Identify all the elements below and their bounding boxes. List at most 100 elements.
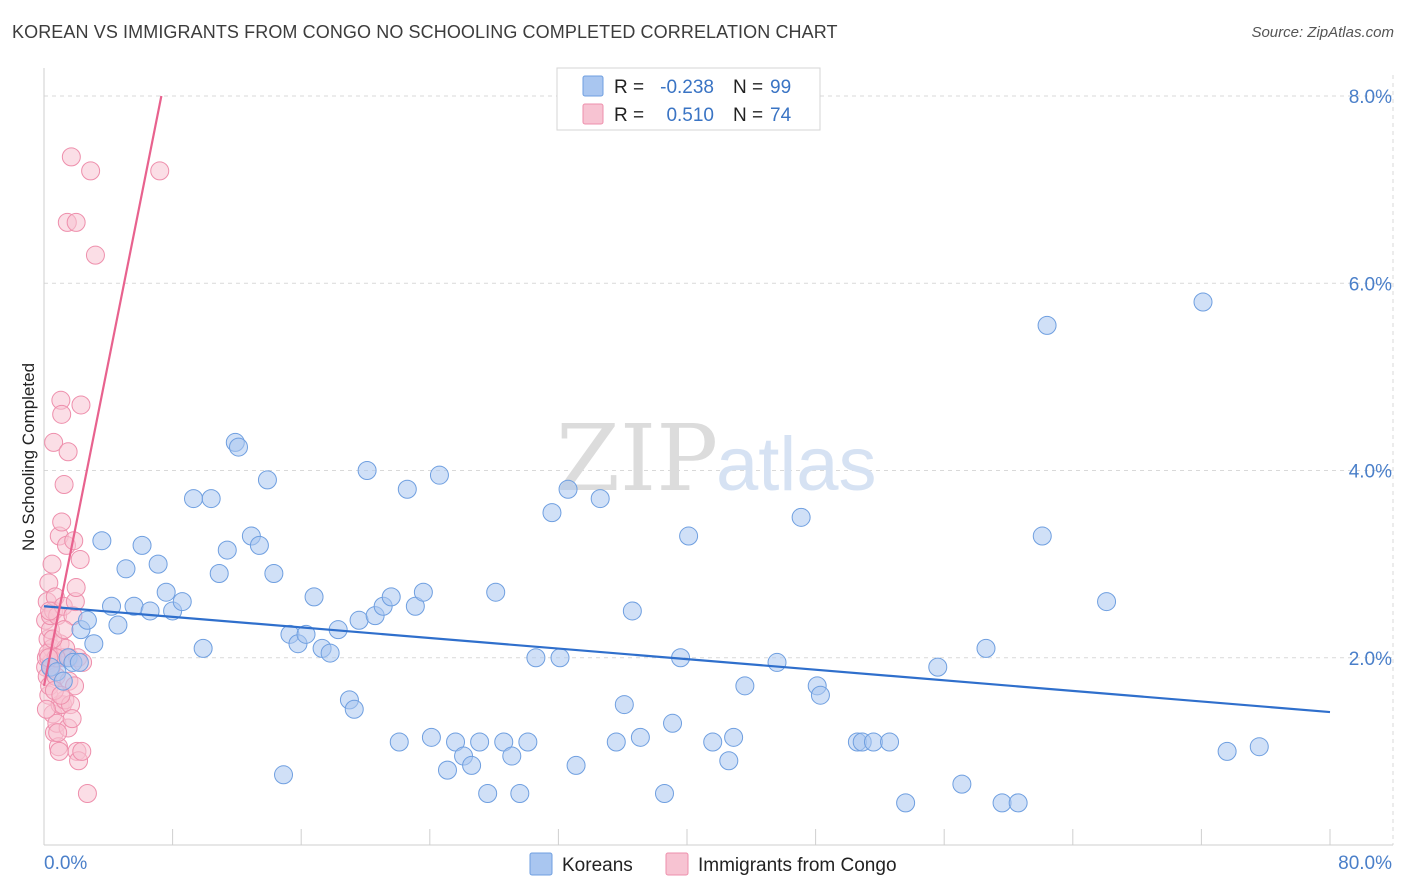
point-korean (502, 746, 522, 766)
series-congo-points (36, 147, 170, 804)
point-korean (249, 535, 269, 555)
point-congo (150, 161, 170, 181)
point-korean (1032, 526, 1052, 546)
legend-swatch-congo (582, 103, 604, 125)
bottom-legend-swatch-koreans (529, 852, 553, 876)
point-korean (116, 559, 136, 579)
point-korean (542, 503, 562, 523)
point-korean (622, 601, 642, 621)
point-korean (928, 657, 948, 677)
point-korean (896, 793, 916, 813)
chart-title: KOREAN VS IMMIGRANTS FROM CONGO NO SCHOO… (12, 22, 838, 42)
point-korean (183, 489, 203, 509)
point-korean (558, 479, 578, 499)
point-congo (54, 620, 74, 640)
point-korean (976, 638, 996, 658)
point-korean (429, 465, 449, 485)
point-korean (84, 634, 104, 654)
point-congo (42, 554, 62, 574)
point-congo (52, 512, 72, 532)
point-congo (44, 432, 64, 452)
point-korean (397, 479, 417, 499)
point-korean (344, 699, 364, 719)
point-korean (679, 526, 699, 546)
point-korean (478, 784, 498, 804)
y-tick-label: 2.0% (1349, 649, 1392, 670)
point-congo (54, 475, 74, 495)
point-korean (526, 648, 546, 668)
point-korean (703, 732, 723, 752)
y-axis-label: No Schooling Completed (19, 363, 38, 551)
point-congo (61, 147, 81, 167)
source-credit: Source: ZipAtlas.com (1251, 24, 1394, 41)
point-korean (229, 437, 249, 457)
point-korean (201, 489, 221, 509)
legend-n-label-koreans: N = (733, 77, 763, 98)
point-congo (58, 442, 78, 462)
bottom-legend-label-koreans: Koreans (562, 855, 633, 876)
point-korean (381, 587, 401, 607)
point-korean (1008, 793, 1028, 813)
point-congo (49, 741, 69, 761)
point-korean (349, 610, 369, 630)
point-korean (320, 643, 340, 663)
point-korean (1249, 737, 1269, 757)
point-korean (1217, 741, 1237, 761)
point-korean (992, 793, 1012, 813)
point-congo (81, 161, 101, 181)
point-korean (590, 489, 610, 509)
point-korean (217, 540, 237, 560)
point-korean (209, 563, 229, 583)
point-korean (421, 727, 441, 747)
watermark: ZIP atlas (556, 405, 877, 512)
point-korean (389, 732, 409, 752)
point-korean (304, 587, 324, 607)
point-korean (92, 531, 112, 551)
point-congo (72, 741, 92, 761)
y-tick-labels: 2.0% 4.0% 6.0% 8.0% (1349, 87, 1392, 670)
point-congo (66, 212, 86, 232)
legend-r-label-koreans: R = (614, 77, 644, 98)
point-korean (952, 774, 972, 794)
point-korean (148, 554, 168, 574)
point-korean (518, 732, 538, 752)
point-korean (724, 727, 744, 747)
point-korean (614, 695, 634, 715)
point-korean (77, 610, 97, 630)
point-korean (735, 676, 755, 696)
point-korean (630, 727, 650, 747)
watermark-zip: ZIP (556, 405, 718, 512)
point-congo (70, 549, 90, 569)
point-korean (1097, 592, 1117, 612)
x-tick-label-max: 80.0% (1338, 853, 1392, 874)
point-congo (66, 578, 86, 598)
point-congo (40, 601, 60, 621)
point-korean (791, 507, 811, 527)
point-congo (77, 784, 97, 804)
point-korean (550, 648, 570, 668)
trend-line-koreans (43, 605, 1331, 714)
point-korean (462, 755, 482, 775)
point-korean (357, 461, 377, 480)
y-tick-label: 4.0% (1349, 462, 1392, 483)
point-korean (264, 563, 284, 583)
point-korean (69, 652, 89, 672)
point-korean (413, 582, 433, 602)
point-congo (71, 395, 91, 415)
point-congo (52, 404, 72, 424)
legend-n-value-congo: 74 (770, 105, 792, 126)
legend-r-value-koreans: -0.238 (660, 77, 714, 98)
point-korean (108, 615, 128, 635)
trend-line-congo (42, 95, 163, 687)
legend-n-value-koreans: 99 (770, 77, 791, 98)
bottom-legend-label-congo: Immigrants from Congo (698, 855, 897, 876)
point-korean (654, 784, 674, 804)
point-korean (810, 685, 830, 705)
point-korean (880, 732, 900, 752)
point-korean (156, 582, 176, 602)
point-korean (53, 671, 73, 691)
watermark-atlas: atlas (716, 422, 877, 507)
stats-legend: R = -0.238 N = 99 R = 0.510 N = 74 (556, 67, 821, 131)
legend-r-value-congo: 0.510 (666, 105, 714, 126)
legend-swatch-koreans (582, 75, 604, 97)
